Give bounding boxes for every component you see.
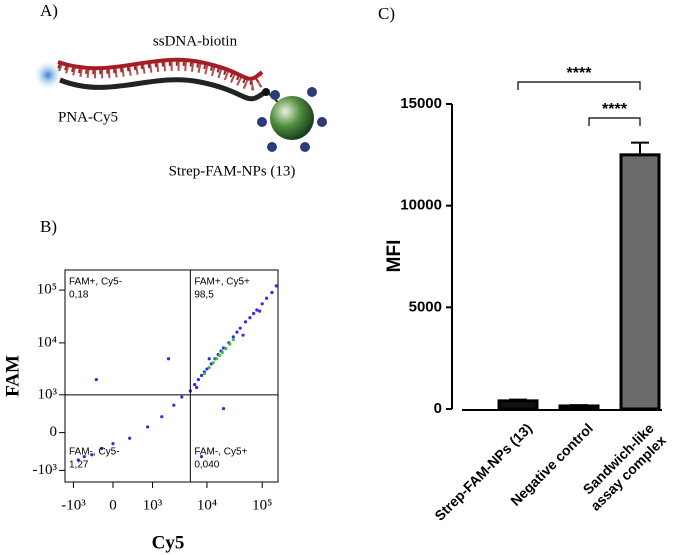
y-tick-label: 10³ bbox=[38, 386, 58, 402]
y-tick-label: 10⁵ bbox=[37, 282, 57, 298]
x-tick-label: 10⁴ bbox=[197, 497, 217, 513]
significance-bracket bbox=[517, 81, 641, 90]
y-tick-label: 10000 bbox=[400, 197, 442, 214]
event-dot bbox=[248, 316, 252, 320]
quadrant-name: FAM-, Cy5- bbox=[69, 447, 120, 458]
event-dot bbox=[207, 357, 211, 361]
quadrant-name: FAM+, Cy5- bbox=[69, 277, 122, 288]
event-dot bbox=[228, 342, 232, 346]
event-dot bbox=[160, 415, 164, 419]
y-tick-label: 0 bbox=[434, 400, 442, 417]
diagram-label: Strep-FAM-NPs (13) bbox=[169, 163, 296, 179]
event-dot bbox=[199, 455, 204, 459]
event-dot bbox=[193, 382, 197, 387]
significance-label: **** bbox=[602, 101, 628, 118]
event-dot bbox=[258, 309, 262, 313]
y-tick-label: 0 bbox=[50, 424, 58, 440]
event-dot bbox=[264, 296, 269, 300]
event-dot bbox=[128, 436, 132, 440]
event-dot bbox=[166, 357, 171, 361]
event-dot bbox=[99, 446, 104, 451]
event-dot bbox=[231, 338, 235, 342]
plot-frame bbox=[64, 269, 279, 483]
bar bbox=[619, 153, 661, 411]
bar bbox=[558, 404, 600, 411]
event-dot bbox=[252, 311, 256, 316]
quadrant-name: FAM-, Cy5+ bbox=[194, 447, 247, 458]
quadrant-value: 0,040 bbox=[194, 460, 219, 471]
event-dot bbox=[94, 377, 98, 382]
significance-bracket bbox=[588, 117, 641, 126]
event-dot bbox=[238, 326, 242, 330]
x-tick-label: 0 bbox=[109, 497, 117, 513]
quadrant-value: 98,5 bbox=[194, 290, 214, 301]
quadrant-value: 0,18 bbox=[69, 290, 89, 301]
event-dot bbox=[221, 406, 226, 411]
diagram-label: PNA-Cy5 bbox=[58, 109, 118, 125]
event-dot bbox=[180, 395, 184, 399]
y-tick-label: 15000 bbox=[400, 95, 442, 112]
event-dot bbox=[235, 330, 239, 334]
event-dot bbox=[202, 372, 207, 376]
event-dot bbox=[76, 458, 80, 462]
quadrant-value: 1,27 bbox=[69, 460, 89, 471]
event-dot bbox=[199, 373, 204, 378]
event-dot bbox=[146, 425, 150, 429]
dna-diagram bbox=[34, 57, 327, 152]
panel-label: C) bbox=[378, 4, 395, 23]
x-tick-label: -10³ bbox=[61, 497, 86, 513]
quadrant-name: FAM+, Cy5+ bbox=[194, 277, 250, 288]
x-axis-label: Cy5 bbox=[152, 532, 185, 553]
event-dot bbox=[172, 403, 176, 407]
diagram-label: ssDNA-biotin bbox=[153, 33, 238, 49]
y-axis-label: MFI bbox=[384, 240, 405, 273]
bar bbox=[497, 399, 539, 411]
event-dot bbox=[211, 361, 215, 365]
event-dot bbox=[90, 453, 94, 457]
event-dot bbox=[260, 302, 264, 306]
event-dot bbox=[218, 353, 222, 357]
event-dot bbox=[195, 385, 199, 390]
event-dot bbox=[82, 455, 86, 459]
event-dot bbox=[220, 350, 224, 354]
event-dot bbox=[215, 357, 219, 361]
panel-label: A) bbox=[40, 1, 58, 20]
event-dot bbox=[224, 346, 228, 351]
event-dot bbox=[243, 320, 248, 324]
y-tick-label: -10³ bbox=[33, 462, 58, 478]
event-dot bbox=[241, 333, 245, 337]
event-dot bbox=[196, 377, 200, 382]
event-dot bbox=[111, 442, 115, 446]
y-tick-label: 10⁴ bbox=[37, 334, 57, 350]
y-tick-label: 5000 bbox=[409, 298, 442, 315]
y-axis-label: FAM bbox=[2, 355, 23, 397]
event-dot bbox=[231, 335, 235, 339]
panel-label: B) bbox=[40, 217, 57, 236]
x-tick-label: 10³ bbox=[143, 497, 163, 513]
significance-label: **** bbox=[567, 65, 593, 82]
event-dot bbox=[255, 308, 259, 312]
x-tick-label: 10⁵ bbox=[252, 497, 272, 513]
event-dot bbox=[270, 290, 274, 295]
event-dot bbox=[207, 365, 211, 370]
event-dot bbox=[274, 284, 278, 288]
